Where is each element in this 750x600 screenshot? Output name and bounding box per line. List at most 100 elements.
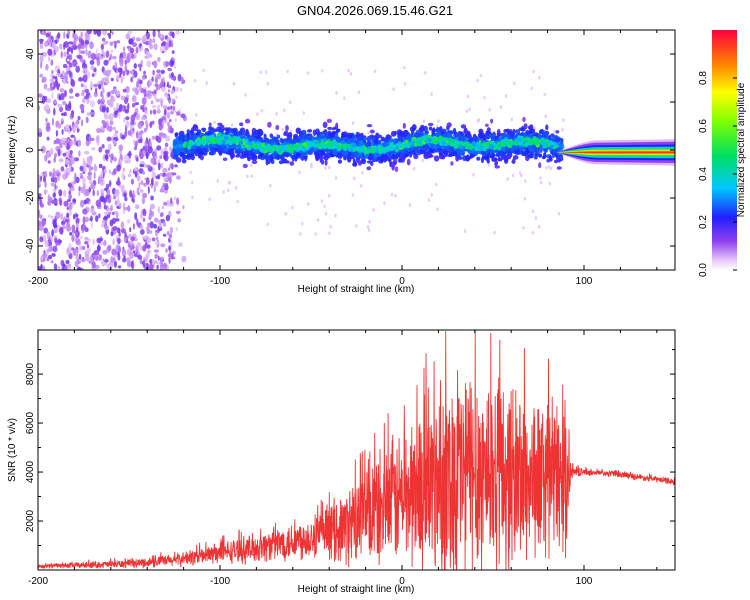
spectrogram-cell	[351, 142, 356, 148]
spectrogram-cell	[39, 73, 43, 78]
spectrogram-cell	[152, 104, 157, 109]
spectrogram-cell	[518, 171, 522, 175]
spectrogram-cell	[89, 256, 93, 265]
spectrogram-cell	[486, 148, 492, 153]
spectrogram-cell	[39, 54, 44, 63]
spectrogram-cell	[541, 141, 547, 147]
spectrogram-cell	[93, 171, 96, 180]
spectrogram-cell	[345, 151, 349, 155]
spectrogram-cell	[101, 120, 106, 125]
spectrogram-cell	[68, 190, 71, 195]
spectrogram-cell	[248, 135, 254, 141]
spectrogram-cell	[155, 85, 159, 92]
spectrogram-cell	[147, 222, 151, 227]
spectrogram-cell	[300, 134, 307, 139]
spectrogram-cell	[545, 124, 549, 131]
spectrogram-cell	[137, 192, 140, 196]
spectrogram-cell	[139, 67, 142, 72]
colorbar: 0.00.20.40.60.8 Normalized spectral ampl…	[698, 30, 747, 277]
spectrogram-cell	[154, 260, 158, 264]
spectrogram-cell	[100, 170, 104, 177]
spectrogram-cell	[65, 103, 68, 111]
spectrogram-cell	[104, 149, 110, 154]
spectrogram-cell	[103, 70, 108, 76]
spectrogram-cell	[155, 135, 159, 142]
spectrogram-cell	[103, 112, 108, 120]
spectrogram-cell	[392, 87, 395, 91]
spectrogram-cell	[160, 69, 165, 74]
spectrogram-cell	[75, 232, 79, 237]
spectrogram-cell	[140, 180, 144, 186]
spectrogram-cell	[69, 201, 73, 210]
spectrogram-cell	[154, 181, 159, 187]
spectrogram-cell	[333, 145, 337, 149]
spectrogram-cell	[522, 226, 525, 230]
spectrogram-cell	[140, 189, 144, 193]
spectrogram-cell	[182, 143, 187, 148]
spectrogram-cell	[510, 131, 515, 139]
spectrogram-cell	[506, 133, 512, 140]
spectrogram-cell	[389, 160, 392, 168]
spectrogram-cell	[286, 137, 292, 143]
spectrogram-cell	[100, 91, 103, 98]
spectrogram-cell	[170, 197, 173, 204]
spectrogram-cell	[242, 163, 248, 169]
spectrogram-cell	[62, 63, 68, 69]
spectrogram-cell	[164, 153, 169, 162]
spectrogram-cell	[39, 41, 43, 45]
spectrogram-cell	[374, 69, 377, 74]
spectrogram-cell	[411, 141, 415, 145]
spectrogram-cell	[168, 146, 173, 152]
spectrogram-cell	[51, 229, 54, 237]
spectrogram-cell	[139, 164, 144, 168]
spectrogram-cell	[277, 153, 281, 159]
spectrogram-cell	[85, 188, 90, 197]
spectrogram-cell	[122, 167, 126, 172]
spectrogram-cell	[110, 231, 114, 237]
spectrogram-cell	[391, 154, 396, 160]
spectrogram-cell	[63, 51, 68, 56]
spectrogram-cell	[103, 168, 107, 174]
spectrogram-cell	[58, 94, 62, 101]
spectrogram-cell	[67, 46, 72, 52]
spectrogram-cell	[60, 50, 63, 59]
spectrogram-cell	[232, 81, 236, 86]
spectrogram-cell	[378, 139, 382, 145]
spectrogram-cell	[143, 256, 147, 261]
spectrogram-cell	[50, 182, 55, 187]
spectrogram-cell	[82, 208, 88, 215]
spectrogram-cell	[403, 153, 409, 158]
spectrogram-cell	[487, 163, 490, 167]
spectrogram-cell	[74, 172, 77, 180]
spectrogram-cell	[148, 229, 153, 234]
spectrogram-cell	[132, 223, 135, 230]
spectrogram-cell	[156, 108, 161, 114]
spectrogram-cell	[193, 79, 197, 83]
spectrogram-cell	[395, 152, 399, 159]
spectrogram-cell	[161, 135, 167, 139]
spectrogram-cell	[53, 176, 58, 184]
spectrogram-cell	[534, 216, 538, 220]
spectrogram-cell	[301, 129, 307, 136]
spectrogram-cell	[265, 157, 269, 162]
spectrogram-cell	[84, 236, 89, 241]
spectrogram-cell	[68, 166, 72, 173]
spectrogram-cell	[326, 118, 332, 123]
spectrogram-xlabel: Height of straight line (km)	[298, 284, 415, 295]
spectrogram-cell	[166, 230, 170, 236]
spectrogram-cell	[424, 71, 427, 75]
spectrogram-cell	[266, 143, 271, 149]
spectrogram-cell	[323, 155, 329, 161]
spectrogram-cell	[89, 60, 95, 65]
spectrogram-cell	[163, 150, 169, 156]
spectrogram-cell	[168, 40, 172, 48]
spectrogram-cell	[145, 177, 150, 186]
spectrogram-cell	[82, 97, 86, 104]
spectrogram-cell	[117, 247, 122, 253]
spectrogram-cell	[107, 91, 111, 98]
spectrogram-cell	[126, 45, 132, 50]
spectrogram-cell	[152, 30, 156, 38]
spectrogram-cell	[495, 151, 502, 157]
spectrogram-cell	[506, 177, 509, 181]
spectrogram-cell	[191, 144, 196, 150]
